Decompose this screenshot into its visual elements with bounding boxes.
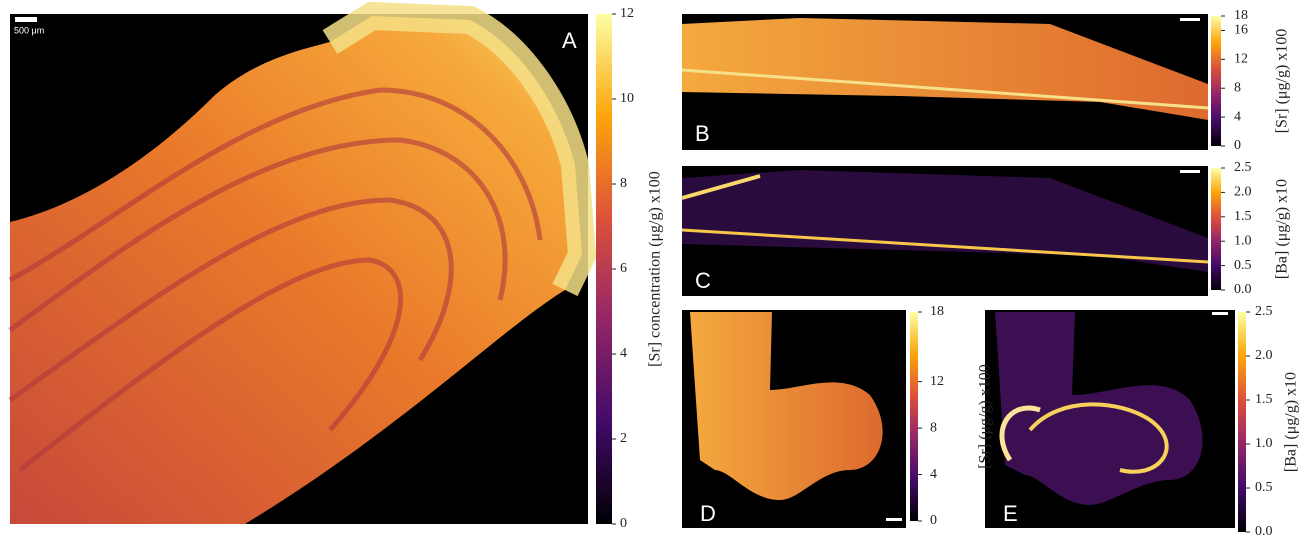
panel-d-image: D xyxy=(682,310,906,528)
panel-a-image: 500 μm A xyxy=(8,1,597,524)
colorbar-tick-label: 18 xyxy=(930,304,944,319)
panel-label: E xyxy=(1003,501,1018,526)
scale-bar-label: 500 μm xyxy=(14,25,44,35)
colorbar-tick-label: 12 xyxy=(930,374,944,389)
colorbar xyxy=(1238,312,1246,532)
panel-label: A xyxy=(562,28,577,53)
colorbar-tick-label: 10 xyxy=(620,91,634,106)
colorbar-tick-label: 0 xyxy=(1234,138,1241,153)
colorbar-tick-label: 2.5 xyxy=(1234,160,1252,175)
colorbar-tick-label: 4 xyxy=(930,467,937,482)
colorbar-title: [Sr] (μg/g) x100 xyxy=(1274,29,1291,134)
colorbar-tick-label: 12 xyxy=(1234,52,1248,67)
colorbar-tick-label: 12 xyxy=(620,6,634,21)
colorbar-tick-label: 2.0 xyxy=(1234,185,1252,200)
colorbar-tick-label: 1.0 xyxy=(1234,233,1252,248)
colorbar-tick-label: 6 xyxy=(620,261,627,276)
panel-c-image: C xyxy=(681,166,1209,296)
colorbar-tick-label: 1.0 xyxy=(1255,436,1273,451)
colorbar-tick-label: 18 xyxy=(1234,8,1248,23)
colorbar-title: [Ba] (μg/g) x10 xyxy=(1283,372,1300,472)
panel-label: B xyxy=(695,121,710,146)
colorbar-tick-label: 0 xyxy=(930,513,937,528)
colorbar-title: [Sr] concentration (μg/g) x100 xyxy=(647,171,664,367)
colorbar-tick-label: 4 xyxy=(1234,109,1241,124)
colorbar xyxy=(1211,16,1221,146)
colorbar-tick-label: 0.5 xyxy=(1255,480,1273,495)
colorbar-tick-label: 8 xyxy=(1234,80,1241,95)
colorbar-tick-label: 2.5 xyxy=(1255,304,1273,319)
panel-label: C xyxy=(695,268,711,293)
colorbar-tick-label: 0.0 xyxy=(1255,524,1273,539)
panel-label: D xyxy=(700,501,716,526)
panel-b-image: B xyxy=(681,14,1209,150)
colorbar-tick-label: 16 xyxy=(1234,23,1248,38)
colorbar-tick-label: 0.0 xyxy=(1234,282,1252,297)
colorbar-title: [Ba] (μg/g) x10 xyxy=(1274,179,1291,279)
colorbar xyxy=(1211,168,1221,290)
colorbar-tick-label: 8 xyxy=(620,176,627,191)
panel-e-image: E xyxy=(985,310,1235,528)
colorbar-title: [Sr] (μg/g) x100 xyxy=(977,364,994,469)
colorbar-tick-label: 0.5 xyxy=(1234,258,1252,273)
colorbar-tick-label: 0 xyxy=(620,516,627,531)
colorbar xyxy=(910,312,918,521)
colorbar-tick-label: 1.5 xyxy=(1234,209,1252,224)
colorbar-tick-label: 2 xyxy=(620,431,627,446)
colorbar-tick-label: 8 xyxy=(930,420,937,435)
colorbar-tick-label: 4 xyxy=(620,346,627,361)
colorbar xyxy=(596,14,612,524)
colorbar-tick-label: 2.0 xyxy=(1255,348,1273,363)
colorbar-tick-label: 1.5 xyxy=(1255,392,1273,407)
